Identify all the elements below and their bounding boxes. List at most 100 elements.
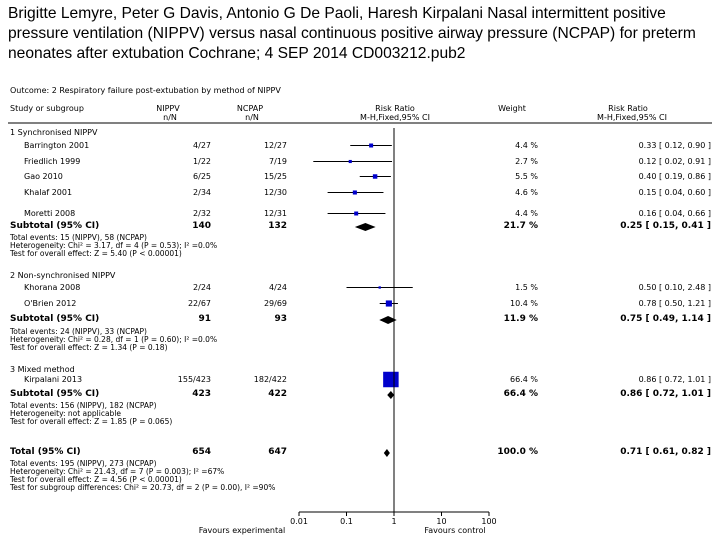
- favours-experimental-label: Favours experimental: [198, 526, 286, 535]
- subgroup-note: Total events: 156 (NIPPV), 182 (NCPAP): [10, 401, 157, 410]
- subgroup-note: Test for overall effect: Z = 1.85 (P = 0…: [10, 417, 173, 426]
- subtotal-nippv-total: 140: [192, 221, 211, 231]
- study-weight: 2.7 %: [515, 157, 538, 166]
- header-nippv: NIPPV: [156, 104, 180, 113]
- nippv-events: 4/27: [193, 141, 211, 150]
- study-risk-ratio: 0.78 [ 0.50, 1.21 ]: [638, 299, 711, 308]
- study-point: [348, 159, 352, 164]
- header-study: Study or subgroup: [10, 104, 84, 113]
- subtotal-nippv-total: 91: [198, 314, 211, 324]
- x-tick-label: 100: [481, 517, 497, 526]
- nippv-events: 2/34: [193, 188, 211, 197]
- x-tick-label: 10: [436, 517, 447, 526]
- x-tick-label: 0.1: [340, 517, 353, 526]
- study-name: Barrington 2001: [24, 141, 90, 150]
- x-tick-label: 1: [391, 517, 397, 526]
- ncpap-events: 182/422: [253, 375, 287, 384]
- total-ncpap-total: 647: [268, 447, 287, 457]
- subtotal-diamond: [379, 316, 397, 324]
- total-risk-ratio: 0.71 [ 0.61, 0.82 ]: [620, 447, 711, 457]
- study-name: Khalaf 2001: [24, 188, 73, 197]
- ncpap-events: 29/69: [263, 299, 287, 308]
- page-title: Brigitte Lemyre, Peter G Davis, Antonio …: [8, 5, 696, 62]
- study-weight: 4.4 %: [515, 209, 538, 218]
- study-point: [369, 143, 374, 148]
- header-risk-ratio-2-sub: M-H,Fixed,95% CI: [597, 113, 667, 122]
- study-risk-ratio: 0.40 [ 0.19, 0.86 ]: [638, 172, 711, 181]
- subgroup-note: Test for overall effect: Z = 5.40 (P < 0…: [10, 249, 182, 258]
- study-name: O'Brien 2012: [24, 299, 77, 308]
- total-nippv-total: 654: [192, 447, 211, 457]
- study-point: [352, 190, 357, 195]
- outcome-label: Outcome: 2 Respiratory failure post-extu…: [10, 86, 281, 95]
- subtotal-label: Subtotal (95% CI): [10, 389, 100, 399]
- study-risk-ratio: 0.50 [ 0.10, 2.48 ]: [638, 283, 711, 292]
- nippv-events: 1/22: [193, 157, 211, 166]
- ncpap-events: 12/30: [263, 188, 287, 197]
- header-nippv-sub: n/N: [163, 113, 177, 122]
- subgroup-heading: 1 Synchronised NIPPV: [10, 128, 98, 137]
- subtotal-diamond: [354, 223, 376, 231]
- subgroup-note: Heterogeneity: not applicable: [10, 409, 122, 418]
- total-note: Test for overall effect: Z = 4.56 (P < 0…: [10, 475, 182, 484]
- subtotal-risk-ratio: 0.86 [ 0.72, 1.01 ]: [620, 389, 711, 399]
- subtotal-risk-ratio: 0.75 [ 0.49, 1.14 ]: [620, 314, 711, 324]
- total-note: Total events: 195 (NIPPV), 273 (NCPAP): [10, 459, 157, 468]
- study-risk-ratio: 0.33 [ 0.12, 0.90 ]: [638, 141, 711, 150]
- subgroup-note: Heterogeneity: Chi² = 0.28, df = 1 (P = …: [10, 335, 218, 344]
- subgroup-note: Total events: 24 (NIPPV), 33 (NCPAP): [10, 327, 147, 336]
- ncpap-events: 12/31: [263, 209, 287, 218]
- subtotal-label: Subtotal (95% CI): [10, 314, 100, 324]
- nippv-events: 22/67: [187, 299, 211, 308]
- study-point: [354, 211, 359, 216]
- study-risk-ratio: 0.15 [ 0.04, 0.60 ]: [638, 188, 711, 197]
- study-name: Gao 2010: [24, 172, 63, 181]
- study-point: [378, 286, 381, 289]
- total-diamond: [383, 449, 390, 457]
- nippv-events: 155/423: [177, 375, 211, 384]
- ncpap-events: 4/24: [269, 283, 287, 292]
- subtotal-weight: 21.7 %: [503, 221, 538, 231]
- study-risk-ratio: 0.86 [ 0.72, 1.01 ]: [638, 375, 711, 384]
- study-point: [383, 371, 399, 388]
- favours-control-label: Favours control: [424, 526, 486, 535]
- study-point: [372, 174, 378, 179]
- header-risk-ratio-2: Risk Ratio: [608, 104, 648, 113]
- ncpap-events: 15/25: [263, 172, 287, 181]
- subtotal-ncpap-total: 93: [274, 314, 287, 324]
- subtotal-nippv-total: 423: [192, 389, 211, 399]
- subgroup-note: Test for overall effect: Z = 1.34 (P = 0…: [10, 343, 168, 352]
- study-weight: 1.5 %: [515, 283, 538, 292]
- study-name: Moretti 2008: [24, 209, 76, 218]
- nippv-events: 6/25: [193, 172, 211, 181]
- subgroup-heading: 3 Mixed method: [10, 365, 75, 374]
- study-name: Friedlich 1999: [24, 157, 81, 166]
- subtotal-weight: 66.4 %: [503, 389, 538, 399]
- study-weight: 5.5 %: [515, 172, 538, 181]
- header-risk-ratio: Risk Ratio: [375, 104, 415, 113]
- subtotal-label: Subtotal (95% CI): [10, 221, 100, 231]
- subgroup-heading: 2 Non-synchronised NIPPV: [10, 271, 116, 280]
- study-point: [385, 300, 392, 307]
- total-weight: 100.0 %: [497, 447, 538, 457]
- study-weight: 10.4 %: [510, 299, 538, 308]
- nippv-events: 2/32: [193, 209, 211, 218]
- study-weight: 4.4 %: [515, 141, 538, 150]
- total-label: Total (95% CI): [10, 447, 81, 457]
- subtotal-ncpap-total: 132: [268, 221, 287, 231]
- nippv-events: 2/24: [193, 283, 211, 292]
- study-weight: 66.4 %: [510, 375, 538, 384]
- subtotal-ncpap-total: 422: [268, 389, 287, 399]
- x-tick-label: 0.01: [290, 517, 308, 526]
- subgroup-note: Heterogeneity: Chi² = 3.17, df = 4 (P = …: [10, 241, 218, 250]
- study-risk-ratio: 0.16 [ 0.04, 0.66 ]: [638, 209, 711, 218]
- header-ncpap: NCPAP: [236, 104, 264, 113]
- ncpap-events: 12/27: [263, 141, 287, 150]
- subtotal-risk-ratio: 0.25 [ 0.15, 0.41 ]: [620, 221, 711, 231]
- study-name: Khorana 2008: [24, 283, 81, 292]
- study-weight: 4.6 %: [515, 188, 538, 197]
- subgroup-note: Total events: 15 (NIPPV), 58 (NCPAP): [10, 233, 147, 242]
- subtotal-weight: 11.9 %: [503, 314, 538, 324]
- subtotal-diamond: [387, 391, 395, 399]
